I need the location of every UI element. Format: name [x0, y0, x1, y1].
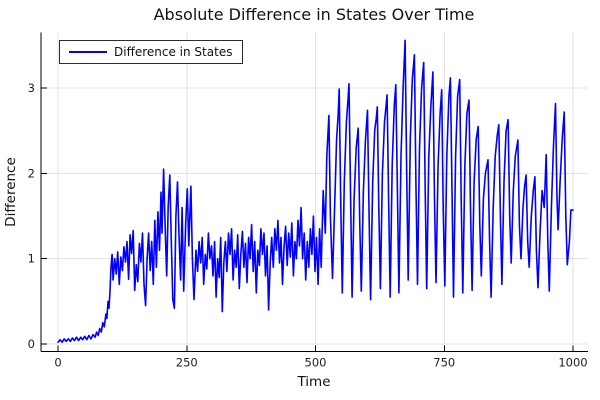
legend-label: Difference in States — [114, 45, 233, 59]
data-series-line — [57, 39, 574, 344]
x-tick-label: 1000 — [558, 356, 587, 370]
chart-title: Absolute Difference in States Over Time — [153, 5, 475, 24]
x-tick-label: 750 — [433, 356, 455, 370]
y-tick-label: 1 — [28, 252, 35, 266]
x-tick-label: 250 — [176, 356, 198, 370]
x-axis-label: Time — [297, 374, 331, 390]
y-tick-label: 0 — [28, 337, 35, 351]
y-tick-label: 3 — [28, 81, 35, 95]
y-axis-label: Difference — [3, 157, 19, 227]
x-tick-label: 0 — [54, 356, 61, 370]
y-tick-label: 2 — [28, 166, 35, 180]
legend-line-sample — [69, 51, 107, 53]
legend: Difference in States — [59, 40, 243, 64]
x-tick-label: 500 — [305, 356, 327, 370]
